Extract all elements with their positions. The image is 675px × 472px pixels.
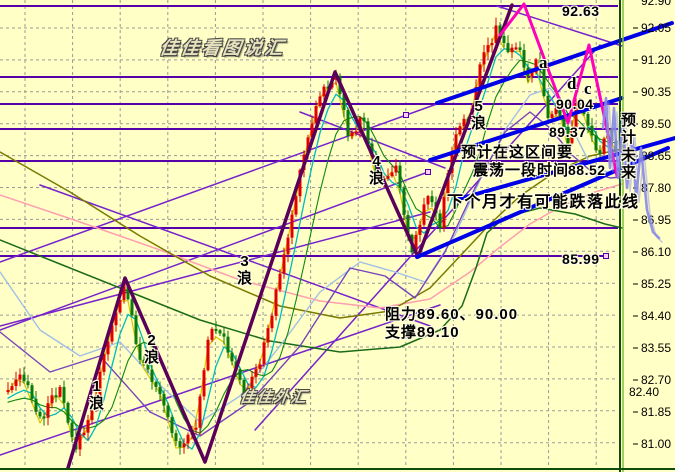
candles-layer [6,17,618,457]
line-selection-handles [403,112,609,259]
violet-trendline [0,211,431,327]
axis-tick-label: 89.50 [641,117,671,131]
moving-average-line [7,59,617,434]
blue-trend-channel-line [435,21,674,105]
drag-handle[interactable] [603,253,609,259]
elliott-wave-zigzag [66,3,514,470]
blue-trend-channel-line [428,96,624,162]
moving-average-line [0,148,623,319]
violet-trendline [0,171,429,331]
violet-trendline [39,184,431,327]
axis-tick-label: 85.25 [641,277,671,291]
axis-tick-label: 86.10 [641,245,671,259]
moving-average-line [7,48,617,450]
axis-tick-label: 83.55 [641,341,671,355]
y-axis-tick-labels: 92.90 92.05 91.20 90.35 89.50 88.65 87.80 86.95… [629,0,671,451]
current-price-label: 82.40 [629,385,659,399]
violet-trendline [254,44,601,431]
correction-zigzag [498,2,619,178]
violet-trendline [0,91,471,263]
axis-tick-label: 88.65 [641,149,671,163]
axis-tick-label: 92.05 [641,21,671,35]
axis-tick-label: 86.95 [641,213,671,227]
drag-handle[interactable] [403,112,409,118]
drag-handle[interactable] [425,169,431,175]
moving-average-line [0,207,623,353]
forecast-squiggle-echo [605,101,663,243]
price-level-lines [0,5,618,257]
forecast-squiggle [601,96,661,240]
axis-tick-label: 82.70 [641,373,671,387]
axis-tick-label: 84.40 [641,309,671,323]
moving-average-line [0,183,623,309]
moving-average-line [0,111,623,437]
axis-tick-label: 81.85 [641,405,671,419]
axis-tick-label: 87.80 [641,181,671,195]
axis-tick-label: 91.20 [641,53,671,67]
axis-tick-label: 81.00 [641,437,671,451]
axis-tick-label: 90.35 [641,85,671,99]
blue-trend-channel-line [453,136,675,202]
axis-tick-label: 92.90 [641,0,671,8]
